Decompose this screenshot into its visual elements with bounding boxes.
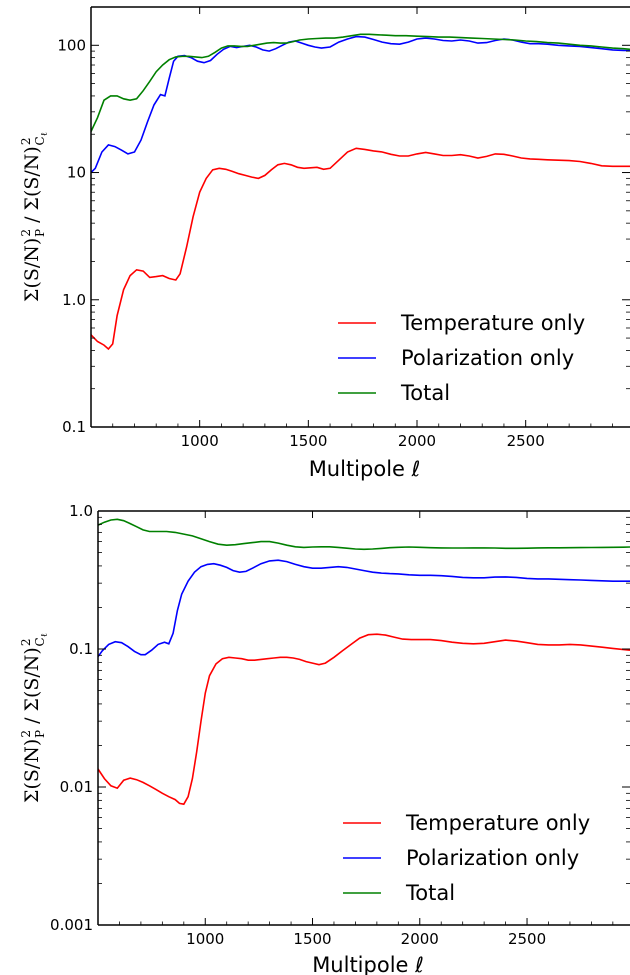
y-tick-label: 10: [67, 164, 86, 182]
x-tick-label: 2000: [398, 432, 436, 450]
series-line-polarization-only: [98, 559, 630, 658]
y-tick-label: 0.001: [50, 916, 93, 934]
y-axis-label: Σ(S/N)2P / Σ(S/N)2Cℓ: [19, 633, 50, 803]
x-tick-label: 1500: [289, 432, 327, 450]
y-axis-label: Σ(S/N)2P / Σ(S/N)2Cℓ: [19, 132, 50, 302]
y-tick-label: 0.01: [60, 778, 93, 796]
chart-panel-2: 1000 1500 2000 2500 0.001 0.01 0.1 1.0 Multipole…: [19, 502, 630, 975]
y-axis-label-part: ℓ: [40, 132, 50, 136]
y-axis-label-part: C: [33, 136, 47, 145]
y-tick-label: 0.1: [69, 640, 93, 658]
y-axis-label-part: 2: [19, 138, 33, 146]
series-line-total: [91, 33, 630, 132]
legend-label: Temperature only: [405, 811, 590, 835]
y-axis-label-part: / Σ(S/N): [21, 146, 43, 229]
y-tick-label: 1.0: [62, 291, 86, 309]
series-line-total: [98, 518, 630, 551]
y-axis-label-part: 2: [19, 730, 33, 738]
x-tick-label: 1500: [293, 930, 331, 948]
x-tick-label: 2500: [508, 930, 546, 948]
series-line-temperature-only: [98, 633, 630, 806]
y-axis-label-part: 2: [19, 639, 33, 647]
legend-label: Temperature only: [400, 311, 585, 335]
x-axis-label: Multipole ℓ: [309, 457, 421, 481]
x-tick-label: 1000: [181, 432, 219, 450]
y-axis-label-part: 2: [19, 229, 33, 237]
legend-label: Total: [400, 381, 450, 405]
series-line-temperature-only: [91, 147, 630, 351]
y-tick-label: 100: [57, 36, 86, 54]
legend-label: Total: [405, 881, 455, 905]
y-axis-label-part: Σ(S/N): [21, 238, 43, 302]
y-axis-label-part: P: [33, 229, 47, 237]
x-tick-label: 2000: [401, 930, 439, 948]
x-axis-label: Multipole ℓ: [312, 953, 424, 975]
legend-label: Polarization only: [401, 346, 574, 370]
y-tick-label: 1.0: [69, 502, 93, 520]
x-tick-label: 2500: [507, 432, 545, 450]
y-tick-label: 0.1: [62, 418, 86, 436]
y-axis-label-part: / Σ(S/N): [21, 647, 43, 730]
chart-panel-1: 1000 1500 2000 2500 0.1 1.0 10 100 Multipole ℓ Σ(…: [19, 6, 630, 481]
x-tick-label: 1000: [186, 930, 224, 948]
y-axis-label-part: ℓ: [40, 633, 50, 637]
y-axis-label-part: C: [33, 637, 47, 646]
y-axis-label-part: P: [33, 730, 47, 738]
series-line-polarization-only: [91, 35, 630, 174]
legend-label: Polarization only: [406, 846, 579, 870]
y-axis-label-part: Σ(S/N): [21, 739, 43, 803]
